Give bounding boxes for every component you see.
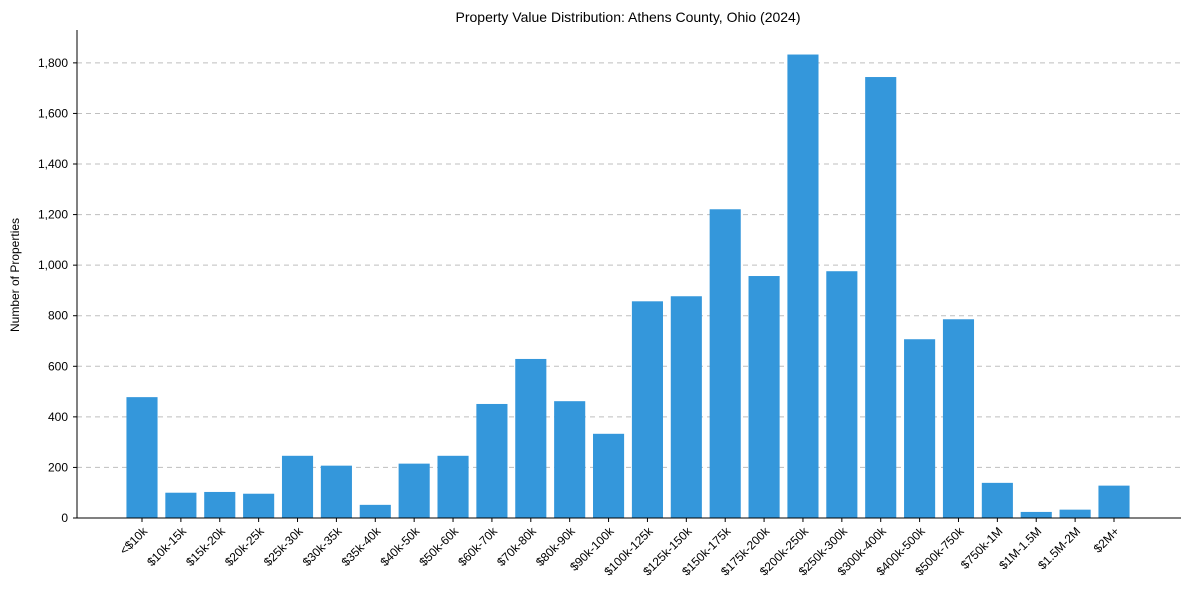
x-tick-label: $25k-30k xyxy=(261,524,307,570)
y-tick-label: 600 xyxy=(48,359,68,373)
x-tick-label: $30k-35k xyxy=(300,524,346,570)
x-tick-label: $35k-40k xyxy=(339,524,385,570)
bar xyxy=(165,492,197,518)
x-tick-label: $15k-20k xyxy=(183,524,229,570)
bar xyxy=(320,465,352,518)
bar xyxy=(476,403,508,518)
y-tick-label: 1,600 xyxy=(38,106,68,120)
bar xyxy=(515,358,547,518)
x-tick-label: $20k-25k xyxy=(222,524,268,570)
bar xyxy=(631,301,663,518)
y-axis-label: Number of Properties xyxy=(8,218,22,332)
y-tick-label: 200 xyxy=(48,460,68,474)
y-tick-label: 800 xyxy=(48,309,68,323)
x-axis-ticks: <$10k$10k-15k$15k-20k$20k-25k$25k-30k$30… xyxy=(117,518,1122,578)
x-tick-label: $2M+ xyxy=(1091,524,1122,555)
y-tick-label: 1,800 xyxy=(38,56,68,70)
x-tick-label: $1.5M-2M xyxy=(1035,524,1083,572)
x-tick-label: <$10k xyxy=(117,524,151,558)
y-tick-label: 1,200 xyxy=(38,208,68,222)
y-axis-ticks: 0 200 400 600 800 1,000 1,200 1,400 1,600 1,800 xyxy=(38,56,77,525)
bar xyxy=(670,296,702,518)
bar xyxy=(243,493,275,518)
bar xyxy=(981,482,1013,518)
bar xyxy=(787,54,819,518)
bar xyxy=(359,504,391,518)
y-tick-label: 400 xyxy=(48,410,68,424)
bar xyxy=(865,77,897,518)
y-tick-label: 0 xyxy=(61,511,68,525)
bar xyxy=(126,397,158,518)
y-tick-label: 1,000 xyxy=(38,258,68,272)
bar xyxy=(826,271,858,518)
bar xyxy=(281,455,314,518)
bars xyxy=(126,54,1130,519)
bar xyxy=(942,319,975,518)
bar xyxy=(437,455,469,518)
bar xyxy=(204,491,236,518)
bar xyxy=(398,463,430,518)
gridlines xyxy=(77,62,1181,468)
bar xyxy=(1098,485,1130,518)
x-tick-label: $70k-80k xyxy=(494,524,540,570)
x-tick-label: $60k-70k xyxy=(455,524,501,570)
bar xyxy=(709,209,741,519)
bar xyxy=(904,339,936,518)
bar xyxy=(1059,509,1091,518)
x-tick-label: $10k-15k xyxy=(144,524,190,570)
y-tick-label: 1,400 xyxy=(38,157,68,171)
x-tick-label: $40k-50k xyxy=(377,524,423,570)
bar xyxy=(593,433,625,518)
bar xyxy=(1020,511,1052,518)
bar xyxy=(748,276,780,518)
x-tick-label: $50k-60k xyxy=(416,524,462,570)
bar xyxy=(554,401,586,518)
chart-title: Property Value Distribution: Athens Coun… xyxy=(456,9,801,25)
